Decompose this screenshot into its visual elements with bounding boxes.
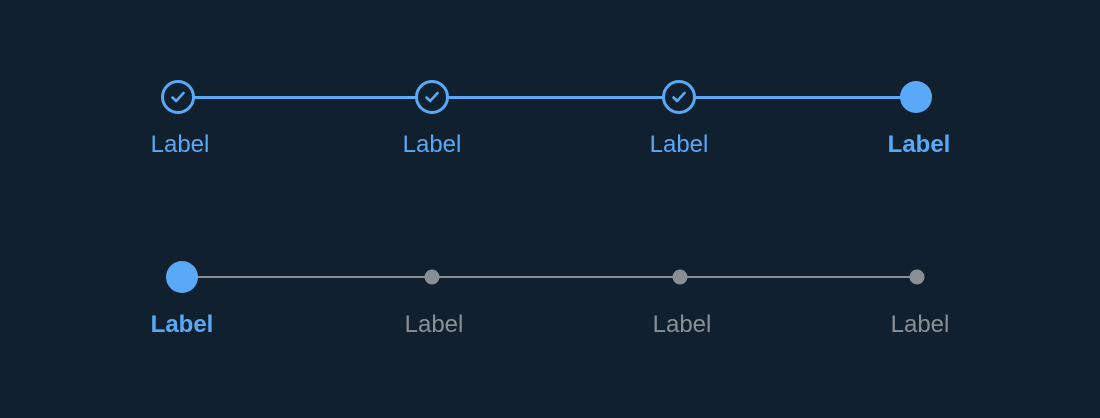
step-label: Label <box>890 311 950 338</box>
step-label: Label <box>402 131 462 158</box>
step-label: Label <box>652 311 712 338</box>
progress-stepper-upcoming: Label Label Label Label <box>151 261 949 338</box>
stepper-track-upcoming <box>182 276 917 278</box>
upcoming-dot-icon <box>672 269 688 285</box>
step-label: Label <box>150 131 210 158</box>
upcoming-dot-icon <box>909 269 925 285</box>
check-icon <box>161 80 195 114</box>
step-label: Label <box>649 131 709 158</box>
step-label: Label <box>887 131 951 158</box>
upcoming-dot-icon <box>424 269 440 285</box>
step-label: Label <box>150 311 214 338</box>
check-icon <box>415 80 449 114</box>
stepper-track-completed <box>178 96 916 99</box>
current-dot-icon <box>900 81 932 113</box>
check-icon <box>662 80 696 114</box>
current-dot-icon <box>166 261 198 293</box>
step-label: Label <box>404 311 464 338</box>
progress-stepper-completed: Label Label Label Label <box>150 80 951 158</box>
